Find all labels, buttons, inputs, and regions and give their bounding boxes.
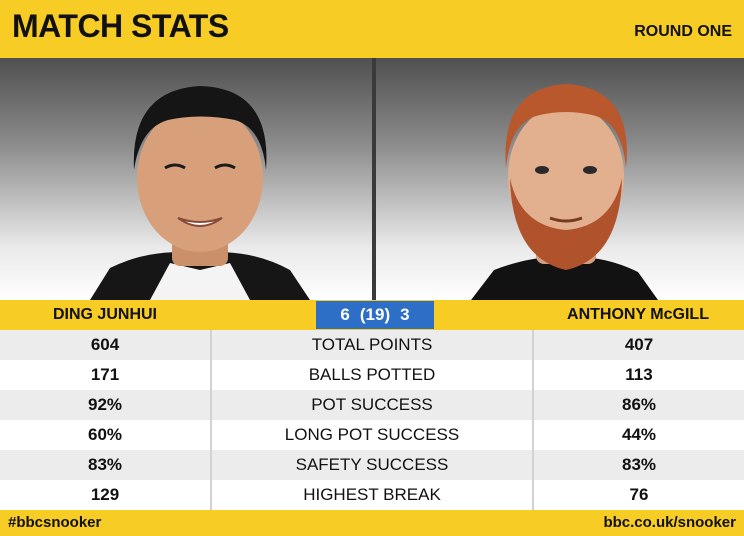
hashtag-label: #bbcsnooker xyxy=(8,514,102,531)
stat-left-value: 60% xyxy=(87,425,123,444)
score-frames: (19) xyxy=(359,305,391,324)
stat-label: BALLS POTTED xyxy=(308,365,436,384)
player-photos xyxy=(0,58,744,300)
column-divider xyxy=(532,330,534,510)
stat-row: 92% POT SUCCESS 86% xyxy=(0,390,744,420)
stats-table: 604 TOTAL POINTS 407 171 BALLS POTTED 11… xyxy=(0,330,744,510)
stat-left-value: 171 xyxy=(90,365,120,384)
stat-right-value: 76 xyxy=(629,485,649,504)
score-right: 3 xyxy=(400,305,410,324)
website-label: bbc.co.uk/snooker xyxy=(603,514,736,531)
stat-row: 129 HIGHEST BREAK 76 xyxy=(0,480,744,510)
stat-row: 83% SAFETY SUCCESS 83% xyxy=(0,450,744,480)
stat-left-value: 92% xyxy=(87,395,123,414)
stat-label: SAFETY SUCCESS xyxy=(295,455,449,474)
player-right-photo xyxy=(376,58,744,300)
stat-left-value: 604 xyxy=(90,335,120,354)
stat-label: LONG POT SUCCESS xyxy=(284,425,460,444)
stat-label: TOTAL POINTS xyxy=(311,335,433,354)
stat-right-value: 113 xyxy=(625,365,653,384)
stat-right-value: 83% xyxy=(621,455,657,474)
stat-right-value: 86% xyxy=(621,395,657,414)
stat-label: POT SUCCESS xyxy=(311,395,433,414)
score-left: 6 xyxy=(340,305,350,324)
page-title: MATCH STATS xyxy=(12,8,229,44)
player-left-name: DING JUNHUI xyxy=(52,306,157,323)
stat-row: 171 BALLS POTTED 113 xyxy=(0,360,744,390)
column-divider xyxy=(210,330,212,510)
header-bar: MATCH STATS ROUND ONE xyxy=(0,0,744,58)
stat-row: 60% LONG POT SUCCESS 44% xyxy=(0,420,744,450)
player-left-photo xyxy=(0,58,372,300)
stat-left-value: 83% xyxy=(87,455,123,474)
stat-right-value: 407 xyxy=(624,335,654,354)
stat-row: 604 TOTAL POINTS 407 xyxy=(0,330,744,360)
player-right-name: ANTHONY McGILL xyxy=(567,306,709,323)
round-label: ROUND ONE xyxy=(634,23,732,40)
stat-label: HIGHEST BREAK xyxy=(303,485,441,504)
photo-divider xyxy=(372,58,376,300)
stat-right-value: 44% xyxy=(621,425,657,444)
footer-bar: #bbcsnooker bbc.co.uk/snooker xyxy=(0,510,744,536)
stat-left-value: 129 xyxy=(90,485,120,504)
score-box: 6 (19) 3 xyxy=(316,301,434,329)
